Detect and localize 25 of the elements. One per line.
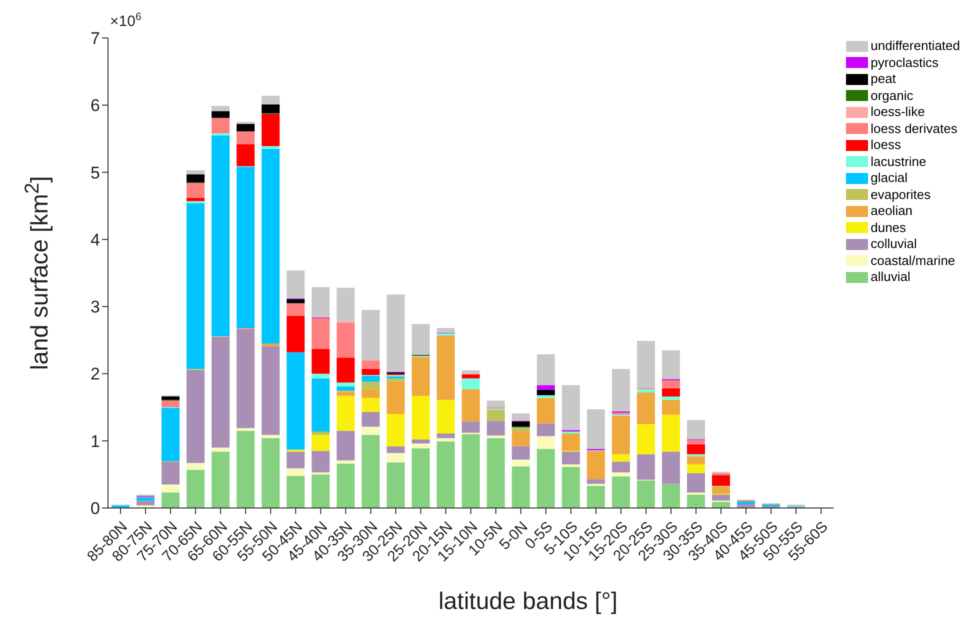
- legend-label: coastal/marine: [870, 252, 956, 269]
- legend-label: peat: [870, 71, 896, 88]
- legend-label: loess: [870, 137, 901, 154]
- legend-label: lacustrine: [870, 154, 926, 170]
- legend-label: dunes: [870, 220, 906, 236]
- legend-label: organic: [870, 88, 914, 104]
- y-tick-label: 4: [90, 230, 100, 250]
- y-tick-label: 5: [90, 163, 100, 182]
- y-tick-label: 6: [90, 96, 100, 116]
- legend-label: loess derivates: [870, 120, 958, 137]
- y-tick-label: 0: [90, 499, 100, 518]
- y-tick-label: 3: [90, 298, 100, 317]
- y-tick-label: 7: [90, 29, 100, 48]
- legend-label: alluvial: [870, 269, 910, 286]
- legend-label: glacial: [870, 170, 908, 186]
- y-tick-label: 1: [90, 432, 100, 451]
- text: ×10$^{6}$: [110, 11, 142, 30]
- legend-label: evaporites: [870, 186, 931, 203]
- legend-label: aeolian: [870, 203, 913, 220]
- x-axis-title: latitude bands [°]: [438, 588, 618, 616]
- legend-label: pyroclastics: [870, 54, 939, 71]
- y-tick-label: 2: [90, 364, 100, 384]
- legend-label: undifferentiated: [870, 38, 960, 54]
- legend-label: colluvial: [870, 236, 917, 252]
- legend-label: loess-like: [870, 104, 925, 120]
